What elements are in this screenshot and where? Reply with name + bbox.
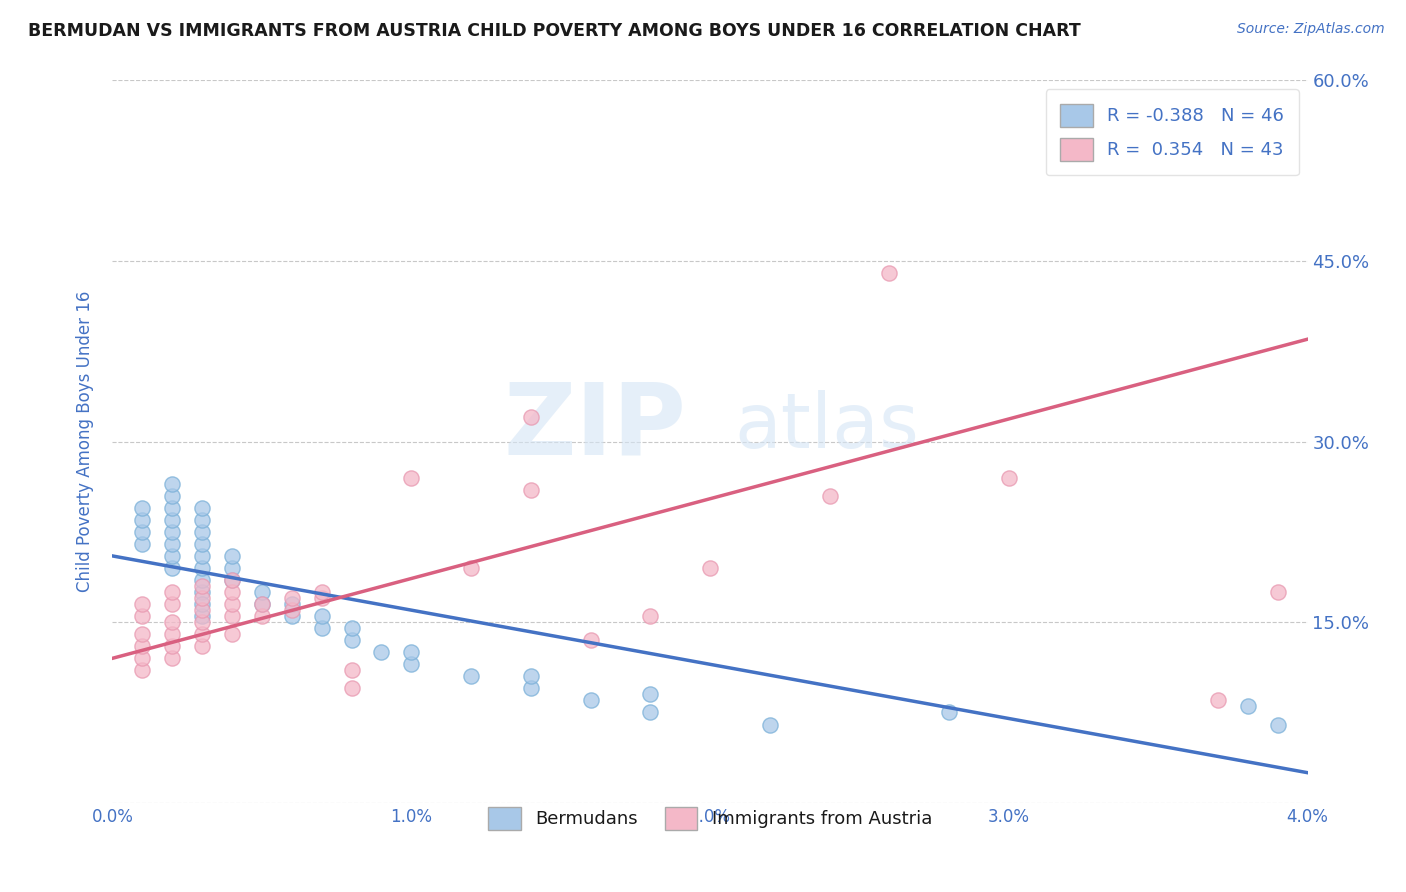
Point	[162, 561, 183, 575]
Point	[340, 621, 363, 635]
Point	[1267, 717, 1289, 731]
Point	[162, 524, 183, 539]
Legend: Bermudans, Immigrants from Austria: Bermudans, Immigrants from Austria	[474, 792, 946, 845]
Point	[699, 561, 721, 575]
Point	[221, 549, 243, 563]
Point	[191, 615, 214, 630]
Point	[162, 476, 183, 491]
Point	[1206, 693, 1229, 707]
Point	[579, 693, 602, 707]
Point	[640, 706, 662, 720]
Point	[401, 645, 423, 659]
Point	[162, 639, 183, 653]
Point	[1237, 699, 1260, 714]
Point	[162, 489, 183, 503]
Point	[191, 537, 214, 551]
Point	[281, 603, 304, 617]
Point	[370, 645, 392, 659]
Point	[191, 524, 214, 539]
Y-axis label: Child Poverty Among Boys Under 16: Child Poverty Among Boys Under 16	[76, 291, 94, 592]
Point	[221, 627, 243, 641]
Point	[131, 524, 153, 539]
Point	[281, 591, 304, 605]
Point	[311, 621, 333, 635]
Point	[221, 585, 243, 599]
Text: atlas: atlas	[734, 390, 918, 464]
Point	[191, 591, 214, 605]
Point	[191, 609, 214, 624]
Point	[520, 669, 543, 683]
Point	[759, 717, 782, 731]
Point	[520, 410, 543, 425]
Point	[401, 657, 423, 672]
Point	[998, 470, 1021, 484]
Point	[401, 470, 423, 484]
Point	[640, 687, 662, 701]
Point	[520, 483, 543, 497]
Text: BERMUDAN VS IMMIGRANTS FROM AUSTRIA CHILD POVERTY AMONG BOYS UNDER 16 CORRELATIO: BERMUDAN VS IMMIGRANTS FROM AUSTRIA CHIL…	[28, 22, 1081, 40]
Point	[191, 585, 214, 599]
Point	[250, 585, 273, 599]
Point	[191, 513, 214, 527]
Text: ZIP: ZIP	[503, 378, 686, 475]
Point	[191, 549, 214, 563]
Point	[191, 603, 214, 617]
Point	[221, 561, 243, 575]
Point	[311, 585, 333, 599]
Point	[250, 597, 273, 611]
Point	[340, 633, 363, 648]
Point	[162, 549, 183, 563]
Point	[281, 597, 304, 611]
Point	[162, 597, 183, 611]
Point	[640, 609, 662, 624]
Point	[131, 513, 153, 527]
Point	[162, 651, 183, 665]
Point	[311, 609, 333, 624]
Point	[221, 609, 243, 624]
Point	[191, 579, 214, 593]
Point	[311, 591, 333, 605]
Point	[340, 681, 363, 696]
Point	[131, 609, 153, 624]
Point	[460, 669, 482, 683]
Point	[162, 585, 183, 599]
Point	[579, 633, 602, 648]
Point	[191, 627, 214, 641]
Point	[131, 651, 153, 665]
Point	[131, 537, 153, 551]
Point	[877, 266, 901, 280]
Point	[221, 573, 243, 587]
Point	[162, 513, 183, 527]
Point	[131, 639, 153, 653]
Point	[162, 627, 183, 641]
Point	[162, 500, 183, 515]
Point	[250, 597, 273, 611]
Point	[131, 597, 153, 611]
Text: Source: ZipAtlas.com: Source: ZipAtlas.com	[1237, 22, 1385, 37]
Point	[460, 561, 482, 575]
Point	[221, 597, 243, 611]
Point	[191, 597, 214, 611]
Point	[221, 573, 243, 587]
Point	[131, 664, 153, 678]
Point	[162, 615, 183, 630]
Point	[818, 489, 841, 503]
Point	[191, 573, 214, 587]
Point	[281, 609, 304, 624]
Point	[131, 627, 153, 641]
Point	[162, 537, 183, 551]
Point	[191, 561, 214, 575]
Point	[131, 500, 153, 515]
Point	[340, 664, 363, 678]
Point	[191, 639, 214, 653]
Point	[250, 609, 273, 624]
Point	[191, 500, 214, 515]
Point	[938, 706, 960, 720]
Point	[520, 681, 543, 696]
Point	[1267, 585, 1289, 599]
